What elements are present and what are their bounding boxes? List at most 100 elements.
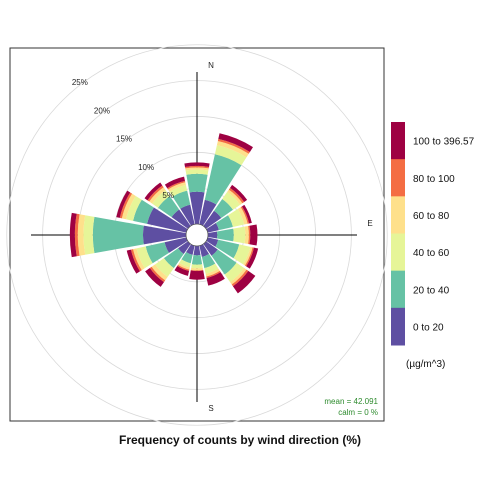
petal-segment-sse-bin-3 [205, 268, 220, 277]
legend-label-4: 80 to 100 [413, 174, 455, 185]
petal-segment-wsw-bin-5 [126, 249, 140, 274]
petal-segment-nne-bin-1 [204, 154, 242, 205]
petal-segment-nw-bin-5 [144, 182, 163, 201]
radial-tick-label: 10% [138, 163, 154, 172]
petal-segment-sse-bin-1 [201, 253, 216, 269]
petal-segment-nne-bin-0 [199, 199, 217, 226]
petal-segment-ene-bin-5 [241, 204, 252, 224]
petal-segment-n-bin-2 [185, 169, 209, 175]
petal-segment-sse-bin-4 [206, 270, 221, 278]
legend-label-0: 0 to 20 [413, 322, 444, 333]
petal-segment-se-bin-2 [224, 262, 245, 283]
petal-segment-ne-bin-0 [203, 210, 222, 229]
petal-segment-se-bin-4 [231, 269, 249, 287]
petal-segment-s-bin-2 [191, 264, 203, 269]
petal-segment-nnw-bin-0 [180, 204, 195, 226]
direction-label-south: S [208, 404, 213, 413]
radial-tick-label: 15% [116, 135, 132, 144]
petal-segment-nw-bin-4 [147, 185, 164, 202]
radial-tick-label: 20% [94, 106, 110, 115]
petal-segment-n-bin-3 [185, 167, 209, 171]
petal-segment-w-bin-4 [74, 213, 80, 257]
calm-stat: calm = 0 % [338, 408, 378, 417]
petal-segment-nne-bin-4 [217, 138, 250, 154]
petal-segment-ne-bin-1 [214, 198, 234, 218]
wind-rose-bars [69, 133, 259, 294]
petal-segment-ssw-bin-5 [174, 266, 190, 276]
petal-segment-sw-bin-3 [151, 264, 168, 281]
direction-label-north: N [208, 61, 214, 70]
petal-segment-sw-bin-1 [163, 248, 184, 269]
petal-segment-ssw-bin-1 [181, 252, 193, 264]
petal-segment-n-bin-1 [186, 173, 208, 193]
petal-segment-w-bin-2 [83, 215, 95, 255]
petal-segment-e-bin-2 [233, 226, 246, 244]
petal-segment-nnw-bin-5 [164, 176, 185, 189]
petal-segment-e-bin-1 [217, 228, 234, 242]
petal-segment-nne-bin-2 [214, 145, 247, 166]
petal-segment-ese-bin-1 [215, 239, 240, 259]
petal-segment-wsw-bin-2 [136, 246, 153, 269]
petal-segment-nw-bin-3 [149, 187, 166, 204]
petal-segment-s-bin-4 [190, 269, 204, 272]
petal-segment-wsw-bin-0 [164, 237, 188, 253]
petal-segment-nw-bin-1 [158, 196, 180, 218]
petal-segment-w-bin-5 [69, 212, 77, 258]
petal-segment-ese-bin-4 [244, 247, 254, 267]
petal-segment-n-bin-0 [189, 191, 205, 225]
petal-segment-se-bin-1 [211, 249, 237, 275]
legend-swatch-0 [391, 307, 405, 346]
petal-segment-wnw-bin-5 [116, 190, 131, 218]
petal-segment-n-bin-4 [185, 165, 209, 169]
grid-circle-25 [6, 44, 388, 426]
petal-segment-ene-bin-2 [228, 209, 245, 228]
legend-swatch-3 [391, 196, 405, 234]
petal-segment-se-bin-5 [232, 270, 256, 294]
petal-segment-sse-bin-0 [199, 244, 210, 257]
petal-segment-wnw-bin-0 [147, 207, 188, 233]
petal-segment-nnw-bin-1 [172, 190, 191, 209]
petal-segment-s-bin-3 [190, 267, 204, 271]
radial-tick-label: 25% [72, 78, 88, 87]
petal-segment-ne-bin-4 [228, 187, 245, 204]
petal-segment-wsw-bin-1 [145, 242, 169, 264]
legend-label-3: 60 to 80 [413, 211, 450, 222]
direction-label-east: E [367, 219, 372, 228]
petal-segment-nnw-bin-3 [167, 182, 186, 192]
legend-label-5: 100 to 396.57 [413, 137, 475, 148]
petal-segment-ne-bin-5 [230, 184, 248, 202]
petal-segment-nw-bin-0 [171, 209, 191, 229]
petal-segment-ese-bin-0 [206, 237, 219, 247]
legend-swatch-1 [391, 270, 405, 309]
petal-segment-wnw-bin-3 [121, 193, 136, 220]
petal-segment-nne-bin-5 [218, 133, 253, 152]
petal-segment-wnw-bin-1 [133, 199, 154, 224]
petal-segment-s-bin-1 [191, 255, 203, 265]
chart-caption: Frequency of counts by wind direction (%… [119, 433, 361, 447]
center-calm-circle [185, 223, 209, 247]
petal-segment-ne-bin-3 [227, 189, 243, 205]
legend: 100 to 396.57 80 to 100 60 to 80 40 to 60 20… [391, 122, 475, 346]
petal-segment-w-bin-3 [77, 214, 86, 256]
petal-segment-se-bin-0 [203, 241, 218, 256]
petal-segment-w-bin-1 [92, 216, 144, 254]
petal-segment-nw-bin-2 [152, 190, 170, 208]
petal-segment-nne-bin-3 [216, 140, 249, 158]
mean-stat: mean = 42.091 [324, 397, 378, 406]
petal-segment-sse-bin-2 [204, 263, 219, 274]
petal-segment-ne-bin-2 [222, 191, 241, 210]
petal-segment-wsw-bin-4 [130, 249, 142, 272]
petal-segment-ssw-bin-2 [179, 259, 191, 268]
radial-tick-label: 5% [162, 191, 174, 200]
petal-segment-ene-bin-0 [206, 222, 219, 233]
petal-segment-nnw-bin-4 [167, 180, 186, 190]
petal-segment-se-bin-3 [230, 268, 247, 285]
petal-segment-wnw-bin-2 [126, 195, 142, 221]
petal-segment-wnw-bin-4 [119, 192, 133, 219]
petal-segment-ese-bin-3 [243, 246, 253, 266]
petal-segment-ssw-bin-3 [177, 263, 190, 270]
legend-label-2: 40 to 60 [413, 248, 450, 259]
petal-segment-ese-bin-2 [233, 244, 251, 265]
petal-segment-e-bin-3 [244, 225, 249, 245]
